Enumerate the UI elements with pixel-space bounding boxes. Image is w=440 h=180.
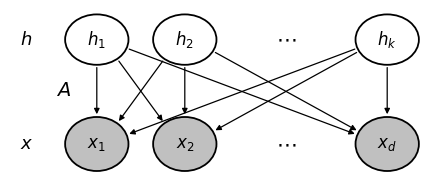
Text: $x$: $x$: [20, 135, 33, 153]
Ellipse shape: [153, 117, 216, 171]
Text: $h_1$: $h_1$: [88, 29, 106, 50]
Text: $h_2$: $h_2$: [176, 29, 194, 50]
Text: $\cdots$: $\cdots$: [276, 134, 296, 154]
Ellipse shape: [153, 14, 216, 65]
Text: $x_2$: $x_2$: [176, 135, 194, 153]
Ellipse shape: [356, 117, 419, 171]
Ellipse shape: [65, 117, 128, 171]
Text: $x_1$: $x_1$: [88, 135, 106, 153]
Ellipse shape: [356, 14, 419, 65]
Text: $x_d$: $x_d$: [378, 135, 397, 153]
Text: $A$: $A$: [56, 80, 71, 100]
Ellipse shape: [65, 14, 128, 65]
Text: $\cdots$: $\cdots$: [276, 30, 296, 50]
Text: $h_k$: $h_k$: [378, 29, 397, 50]
Text: $h$: $h$: [20, 31, 33, 49]
